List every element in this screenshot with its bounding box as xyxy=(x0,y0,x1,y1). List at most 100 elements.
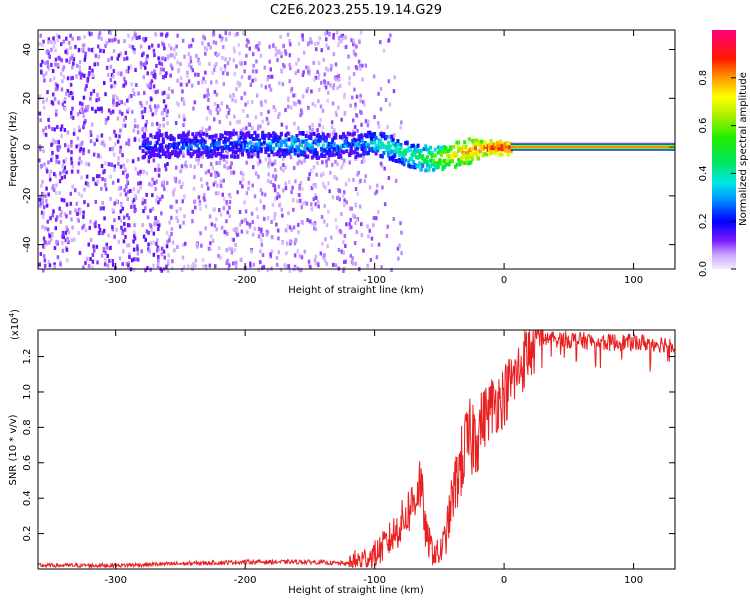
spectrogram-noise-cell xyxy=(130,82,133,87)
spectrogram-noise-cell xyxy=(166,93,169,98)
spectrogram-signal-cell xyxy=(401,157,404,161)
spectrogram-noise-cell xyxy=(279,34,282,39)
spectrogram-noise-cell xyxy=(70,110,73,115)
spectrogram-noise-cell xyxy=(50,40,53,45)
spectrogram-signal-cell xyxy=(247,151,251,156)
spectrogram-signal-cell xyxy=(483,140,487,145)
spectrogram-noise-cell xyxy=(133,124,137,129)
spectrogram-noise-cell xyxy=(359,204,362,209)
spectrogram-noise-cell xyxy=(91,122,94,127)
spectrogram-noise-cell xyxy=(242,31,245,36)
spectrogram-noise-cell xyxy=(137,181,140,186)
spectrogram-noise-cell xyxy=(161,246,164,251)
spectrogram-noise-cell xyxy=(338,197,341,202)
spectrogram-noise-cell xyxy=(213,170,217,175)
spectrogram-noise-cell xyxy=(169,63,173,68)
spectrogram-noise-cell xyxy=(86,77,90,81)
spectrogram-noise-cell xyxy=(97,224,101,229)
spectrogram-noise-cell xyxy=(153,69,156,74)
spectrogram-noise-cell xyxy=(126,69,130,74)
spectrogram-noise-cell xyxy=(75,144,78,149)
spectrogram-noise-cell xyxy=(166,262,170,267)
spectrogram-noise-cell xyxy=(221,192,224,197)
spectrogram-noise-cell xyxy=(55,33,59,38)
spectrogram-noise-cell xyxy=(134,32,137,37)
spectrogram-noise-cell xyxy=(282,163,285,168)
spectrogram-noise-cell xyxy=(239,128,243,133)
spectrogram-noise-cell xyxy=(354,221,357,226)
spectrogram-noise-cell xyxy=(153,72,157,77)
spectrogram-noise-cell xyxy=(48,55,51,59)
spectrogram-noise-cell xyxy=(145,83,149,88)
spectrogram-signal-cell xyxy=(438,149,442,153)
spectrogram-noise-cell xyxy=(96,61,100,66)
spectrogram-noise-cell xyxy=(279,267,283,272)
spectrogram-noise-cell xyxy=(321,108,325,113)
spectrogram-noise-cell xyxy=(77,161,81,166)
spectrogram-noise-cell xyxy=(82,265,85,270)
spectrogram-noise-cell xyxy=(330,147,333,152)
spectrogram-noise-cell xyxy=(71,96,74,101)
spectrogram-signal-cell xyxy=(401,160,404,165)
spectrogram-noise-cell xyxy=(300,267,303,272)
spectrogram-noise-cell xyxy=(279,138,283,143)
spectrogram-noise-cell xyxy=(314,254,318,259)
spectrogram-noise-cell xyxy=(166,111,169,116)
spectrogram-noise-cell xyxy=(168,43,171,48)
spectrogram-signal-cell xyxy=(309,136,313,141)
spectrogram-signal-cell xyxy=(276,150,280,155)
spectrogram-noise-cell xyxy=(195,131,198,136)
spectrogram-noise-cell xyxy=(41,201,44,206)
spectrogram-signal-cell xyxy=(258,145,262,149)
spectrogram-noise-cell xyxy=(50,62,53,67)
spectrogram-signal-cell xyxy=(439,153,443,158)
spectrogram-noise-cell xyxy=(107,162,111,167)
spectrogram-noise-cell xyxy=(161,194,164,199)
spectrogram-noise-cell xyxy=(127,33,130,38)
spectrogram-noise-cell xyxy=(83,57,87,62)
spectrogram-noise-cell xyxy=(47,192,50,197)
spectrogram-noise-cell xyxy=(201,41,204,46)
spectrogram-signal-cell xyxy=(247,131,251,136)
spectrogram-noise-cell xyxy=(172,189,175,194)
spectrogram-noise-cell xyxy=(131,36,134,41)
spectrogram-noise-cell xyxy=(63,198,66,203)
spectrogram-noise-cell xyxy=(290,190,293,195)
spectrogram-noise-cell xyxy=(323,80,327,85)
spectrogram-signal-cell xyxy=(141,143,145,148)
spectrogram-noise-cell xyxy=(345,44,348,49)
spectrogram-signal-cell xyxy=(326,144,330,149)
spectrogram-signal-cell xyxy=(248,147,252,152)
spectrogram-signal-cell xyxy=(425,155,429,160)
snr-frame xyxy=(37,329,676,570)
spectrogram-noise-cell xyxy=(254,171,258,176)
spectrogram-noise-cell xyxy=(71,53,74,58)
spectrogram-signal-cell xyxy=(362,151,366,156)
spectrogram-signal-cell xyxy=(310,155,314,160)
spectrogram-signal-cell xyxy=(359,153,363,158)
spectrogram-noise-cell xyxy=(383,166,386,171)
spectrogram-noise-cell xyxy=(48,234,52,239)
spectrogram-noise-cell xyxy=(252,165,255,170)
spectrogram-signal-cell xyxy=(267,136,271,140)
spectrogram-signal-cell xyxy=(421,163,425,168)
spectrogram-noise-cell xyxy=(162,249,166,254)
spectrogram-noise-cell xyxy=(236,135,240,140)
spectrogram-noise-cell xyxy=(227,111,230,115)
spectrogram-noise-cell xyxy=(292,225,296,230)
spectrogram-noise-cell xyxy=(145,192,148,197)
spectrogram-noise-cell xyxy=(359,30,363,35)
spectrogram-noise-cell xyxy=(131,45,135,50)
spectrogram-noise-cell xyxy=(109,77,113,82)
spectrogram-noise-cell xyxy=(228,263,231,268)
spectrogram-noise-cell xyxy=(119,209,123,214)
spectrogram-noise-cell xyxy=(95,137,99,142)
spectrogram-noise-cell xyxy=(139,181,142,185)
spectrogram-noise-cell xyxy=(180,185,183,189)
spectrogram-noise-cell xyxy=(257,174,260,179)
spectrogram-noise-cell xyxy=(236,80,240,85)
spectrogram-noise-cell xyxy=(122,123,125,128)
spectrogram-noise-cell xyxy=(56,154,59,159)
spectrogram-noise-cell xyxy=(93,248,96,253)
spectrogram-signal-cell xyxy=(404,151,408,156)
